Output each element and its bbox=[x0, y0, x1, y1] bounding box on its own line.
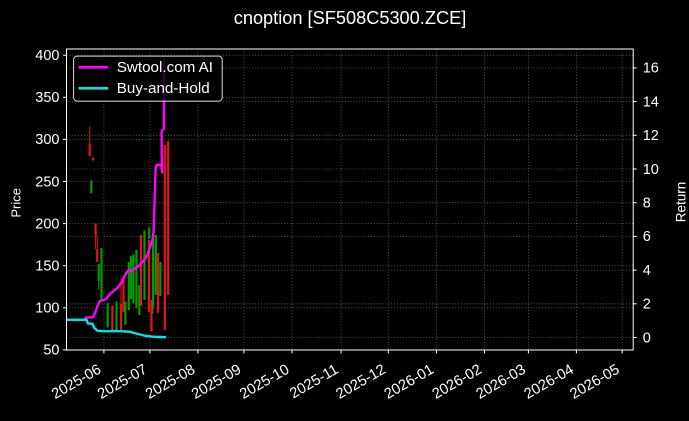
svg-text:50: 50 bbox=[43, 343, 59, 359]
svg-text:Swtool.com AI: Swtool.com AI bbox=[117, 59, 213, 76]
svg-text:8: 8 bbox=[643, 196, 651, 212]
svg-text:12: 12 bbox=[643, 128, 659, 144]
svg-text:350: 350 bbox=[35, 90, 59, 106]
svg-text:150: 150 bbox=[35, 259, 59, 275]
svg-text:2: 2 bbox=[643, 297, 651, 313]
svg-text:cnoption [SF508C5300.ZCE]: cnoption [SF508C5300.ZCE] bbox=[234, 8, 467, 28]
svg-text:250: 250 bbox=[35, 174, 59, 190]
svg-text:300: 300 bbox=[35, 132, 59, 148]
svg-text:Return: Return bbox=[673, 182, 688, 223]
svg-text:Price: Price bbox=[9, 188, 24, 218]
svg-text:16: 16 bbox=[643, 61, 659, 77]
svg-text:200: 200 bbox=[35, 216, 59, 232]
svg-text:Buy-and-Hold: Buy-and-Hold bbox=[117, 80, 210, 97]
svg-text:4: 4 bbox=[643, 263, 651, 279]
svg-text:400: 400 bbox=[35, 48, 59, 64]
svg-text:14: 14 bbox=[643, 94, 659, 110]
svg-text:10: 10 bbox=[643, 162, 659, 178]
svg-text:0: 0 bbox=[643, 330, 651, 346]
svg-text:100: 100 bbox=[35, 301, 59, 317]
svg-text:6: 6 bbox=[643, 229, 651, 245]
